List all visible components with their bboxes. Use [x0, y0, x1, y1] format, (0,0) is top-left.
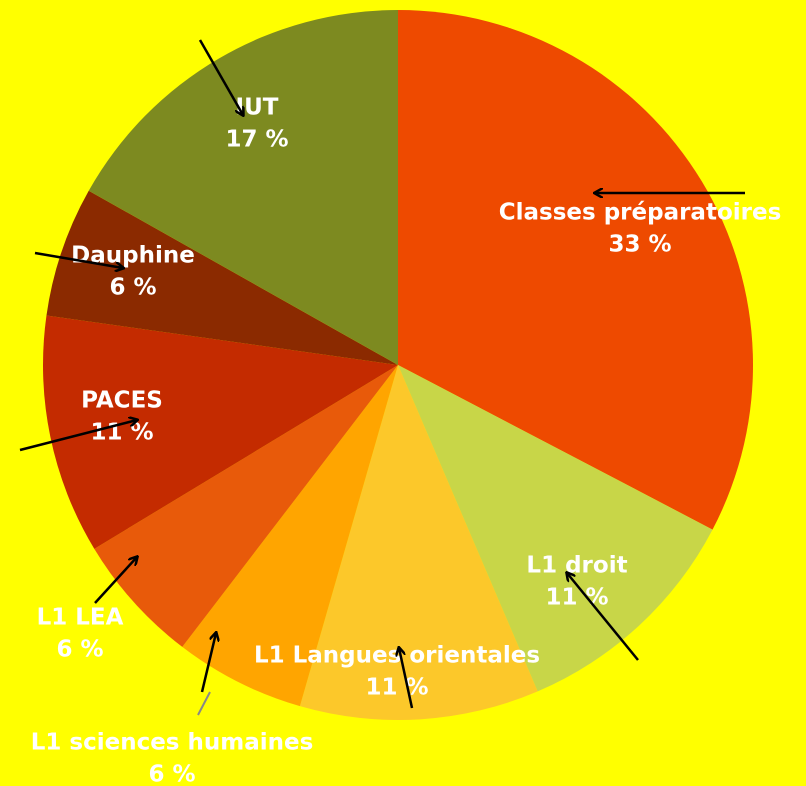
arrow	[567, 573, 639, 661]
arrow	[200, 633, 216, 693]
value-label: 11 %	[365, 675, 428, 701]
leader-line	[197, 691, 211, 716]
arrow	[94, 557, 137, 604]
slice-label: IUT	[236, 95, 279, 121]
slice-label: L1 Langues orientales	[254, 643, 540, 669]
pie-slice	[94, 365, 398, 647]
pie-slice	[182, 365, 398, 707]
pie-slice	[398, 365, 713, 692]
value-label: 11 %	[545, 585, 608, 611]
slice-label: L1 LEA	[37, 605, 124, 631]
slice-label: PACES	[81, 388, 163, 414]
arrow	[34, 251, 123, 268]
arrow	[399, 648, 414, 709]
arrow	[198, 39, 243, 115]
value-label: 17 %	[225, 127, 288, 153]
slice-label: L1 droit	[526, 553, 627, 579]
pie-slice	[42, 315, 399, 549]
value-label: 6 %	[109, 275, 156, 301]
slice-label: Dauphine	[71, 243, 195, 269]
value-label: 6 %	[148, 762, 195, 786]
value-label: 6 %	[56, 637, 103, 663]
pie-slice	[88, 10, 398, 365]
slice-label: Classes préparatoires	[499, 200, 782, 226]
arrows	[19, 39, 745, 716]
arrow	[19, 420, 137, 452]
value-label: 33 %	[608, 232, 671, 258]
pie-slice	[46, 190, 399, 365]
slice-label: L1 sciences humaines	[31, 730, 314, 756]
pie-slice	[398, 10, 753, 530]
pie	[42, 10, 753, 720]
pie-slice	[299, 365, 538, 720]
